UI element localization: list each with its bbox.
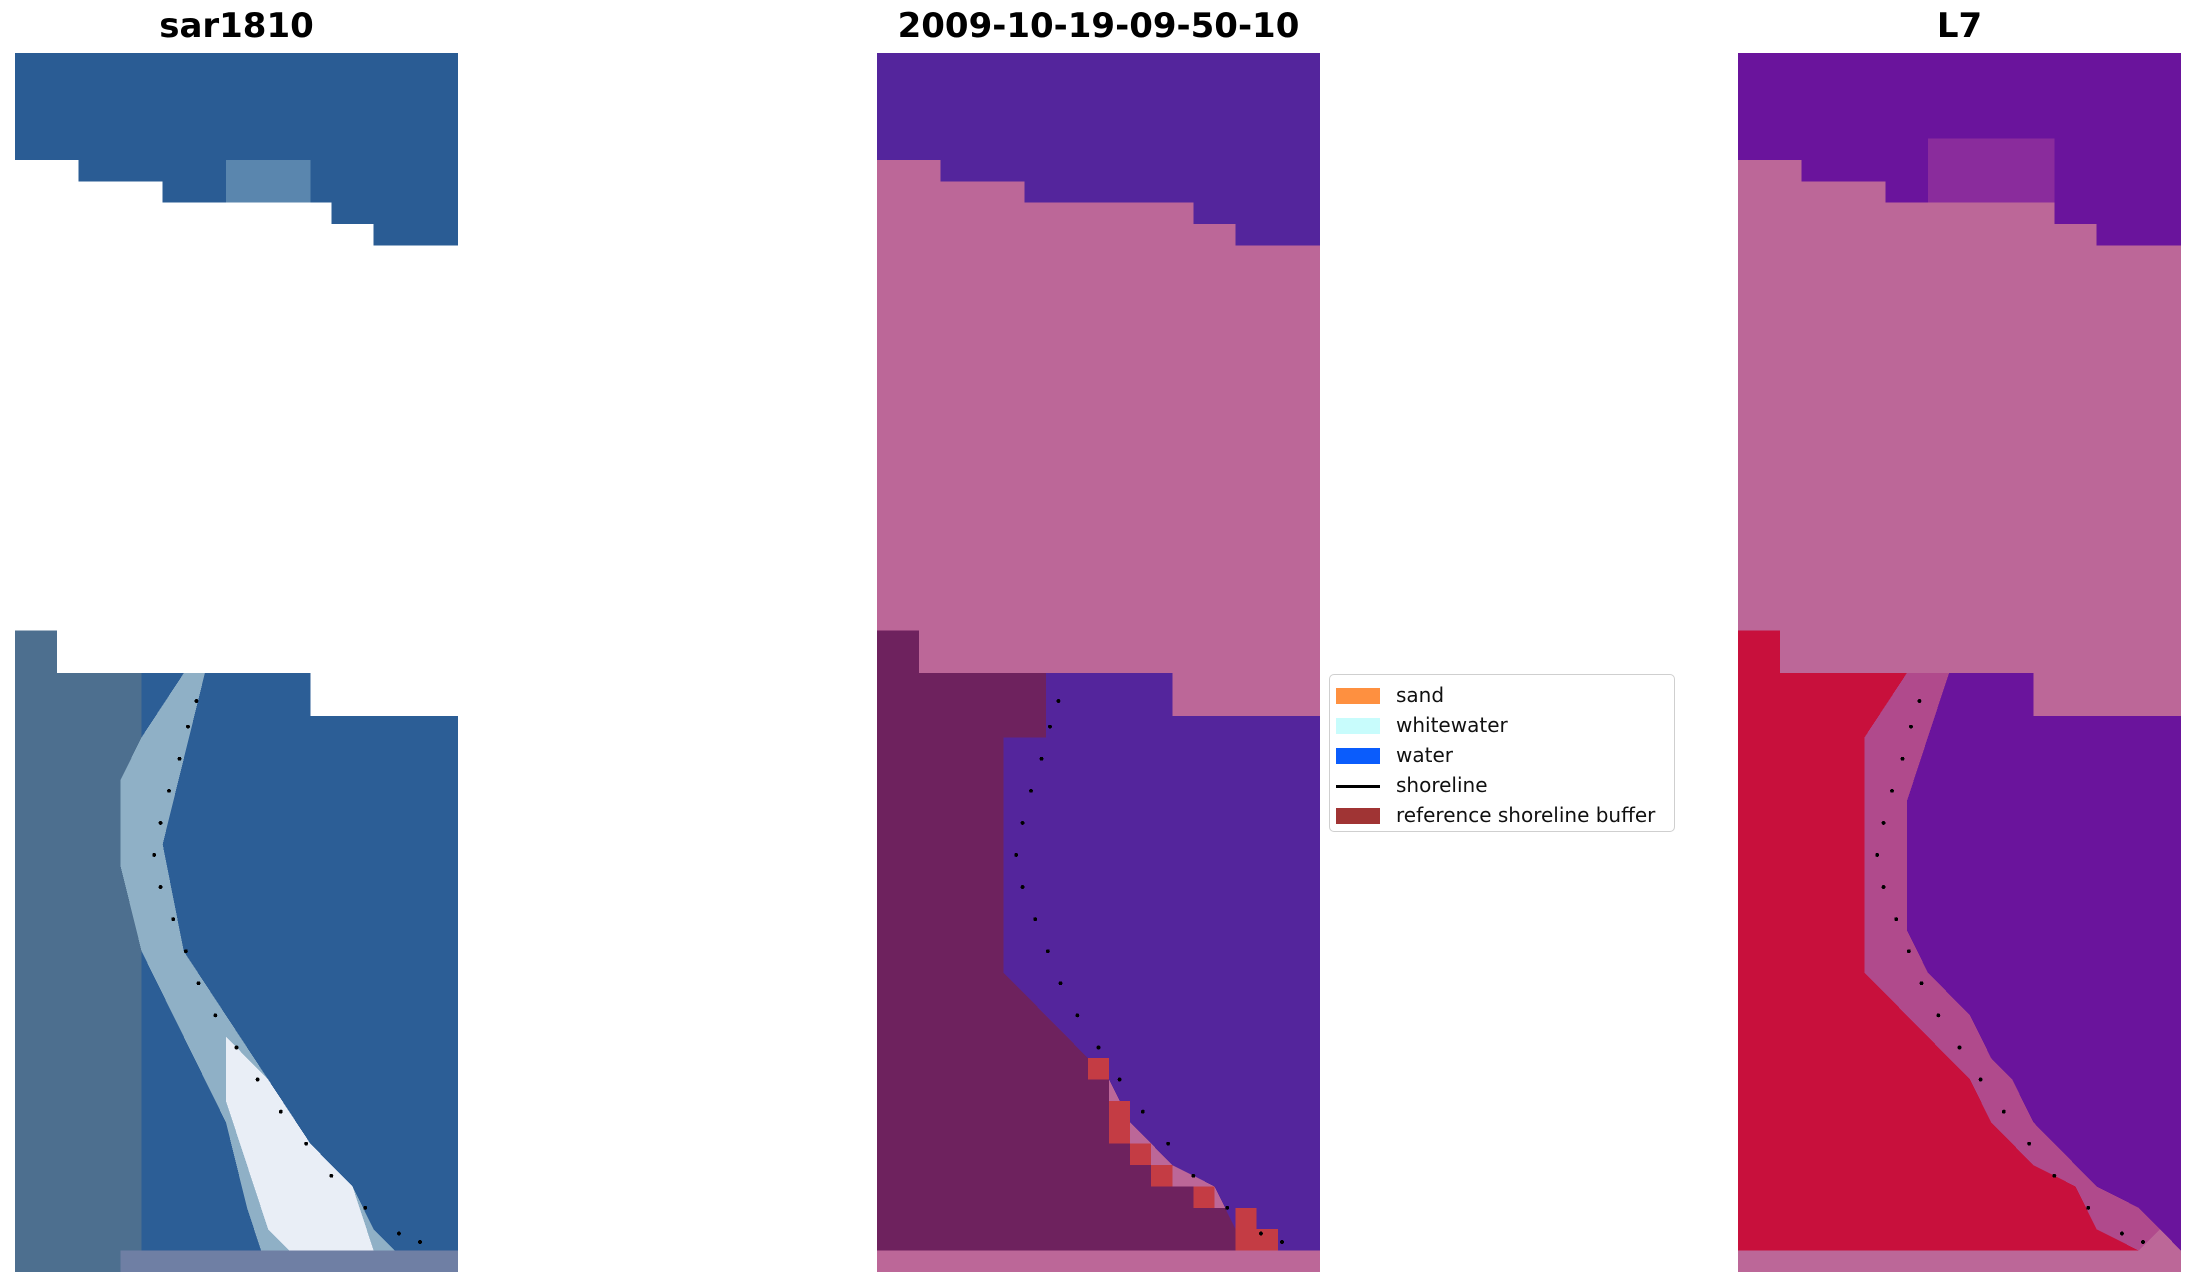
l7-land-region bbox=[1738, 630, 2139, 1251]
rgb-top-glint bbox=[225, 159, 311, 203]
whitewater-swatch bbox=[1336, 718, 1380, 734]
shoreline-points bbox=[1875, 699, 2145, 1244]
class-water-top bbox=[877, 53, 1320, 246]
class-water-bottom bbox=[1003, 673, 1320, 1251]
shoreline-line-icon bbox=[1336, 785, 1380, 788]
panel-title-date: 2009-10-19-09-50-10 bbox=[897, 6, 1300, 46]
shoreline-points bbox=[1014, 699, 1284, 1244]
l7-top-patch bbox=[1927, 138, 2055, 203]
panel-title-l7: L7 bbox=[1936, 6, 1983, 46]
legend-label-shoreline: shoreline bbox=[1396, 773, 1488, 797]
legend-label-whitewater: whitewater bbox=[1396, 713, 1508, 737]
class-bottom-nodata bbox=[877, 1250, 1320, 1272]
sand-swatch bbox=[1336, 688, 1380, 704]
rgb-bottom-edge bbox=[120, 1250, 458, 1272]
legend-label-reference-buffer: reference shoreline buffer bbox=[1396, 803, 1656, 827]
classification-panel bbox=[877, 53, 1320, 1272]
legend: sand whitewater water shoreline referenc… bbox=[1329, 674, 1675, 832]
reference-buffer-swatch bbox=[1336, 808, 1380, 824]
l7-water-bottom bbox=[1906, 673, 2181, 1251]
l7-transition-band bbox=[1864, 673, 2160, 1251]
legend-label-sand: sand bbox=[1396, 683, 1445, 707]
panel-title-sar1810: sar1810 bbox=[159, 6, 314, 46]
legend-label-water: water bbox=[1396, 743, 1453, 767]
class-land-region bbox=[877, 630, 1236, 1251]
class-buffer-region bbox=[1087, 1058, 1278, 1251]
water-swatch bbox=[1336, 748, 1380, 764]
rgb-top-strip bbox=[15, 53, 458, 246]
rgb-land-strip bbox=[15, 630, 142, 1272]
rgb-bright-beach bbox=[225, 1036, 374, 1272]
l7-index-panel bbox=[1738, 53, 2181, 1272]
l7-bottom-nodata bbox=[1738, 1250, 2181, 1272]
rgb-image-panel bbox=[15, 53, 458, 1272]
shoreline-points bbox=[152, 699, 422, 1244]
